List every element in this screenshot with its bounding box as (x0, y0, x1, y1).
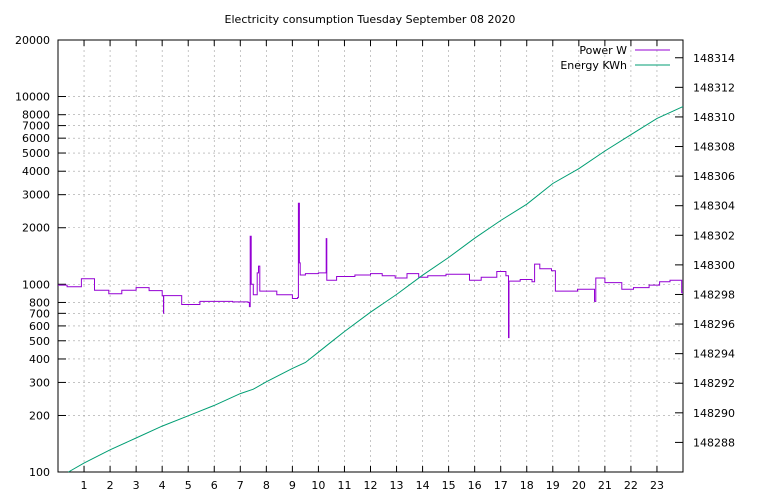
legend-label-power-w: Power W (579, 44, 627, 57)
y-left-tick-label: 1000 (22, 278, 50, 291)
y-right-tick-label: 148292 (693, 377, 735, 390)
y-right-tick-label: 148304 (693, 200, 735, 213)
x-tick-label: 6 (211, 479, 218, 492)
legend: Power W Energy KWh (560, 44, 670, 72)
x-tick-label: 22 (624, 479, 638, 492)
x-tick-label: 23 (650, 479, 664, 492)
y-right-tick-label: 148306 (693, 170, 735, 183)
y-left-tick-label: 20000 (15, 34, 50, 47)
y-right-tick-label: 148314 (693, 52, 735, 65)
grid (58, 40, 683, 472)
x-tick-label: 14 (416, 479, 430, 492)
y-right-tick-label: 148288 (693, 436, 735, 449)
y-right-tick-label: 148300 (693, 259, 735, 272)
y-left-tick-label: 500 (29, 335, 50, 348)
x-tick-label: 12 (364, 479, 378, 492)
y-left-tick-label: 400 (29, 353, 50, 366)
y-right-tick-label: 148310 (693, 111, 735, 124)
x-tick-label: 18 (520, 479, 534, 492)
x-tick-label: 15 (442, 479, 456, 492)
y-right-tick-label: 148312 (693, 81, 735, 94)
series-line-power-w (58, 202, 683, 339)
x-tick-label: 10 (311, 479, 325, 492)
x-tick-label: 3 (133, 479, 140, 492)
y-left-tick-label: 3000 (22, 189, 50, 202)
legend-label-energy-kwh: Energy KWh (560, 59, 627, 72)
x-tick-label: 21 (598, 479, 612, 492)
x-tick-label: 17 (494, 479, 508, 492)
x-tick-label: 16 (468, 479, 482, 492)
y-left-tick-label: 100 (29, 466, 50, 479)
y-left-tick-label: 700 (29, 307, 50, 320)
x-tick-label: 7 (237, 479, 244, 492)
y-right-tick-label: 148302 (693, 229, 735, 242)
y-right-tick-label: 148298 (693, 288, 735, 301)
y-left-tick-label: 300 (29, 376, 50, 389)
x-tick-label: 5 (185, 479, 192, 492)
series-line-energy-kwh (68, 106, 684, 473)
plot-area (58, 106, 684, 473)
y-left-tick-label: 4000 (22, 165, 50, 178)
x-tick-label: 9 (289, 479, 296, 492)
y-right-tick-label: 148294 (693, 348, 735, 361)
y-left-tick-label: 200 (29, 409, 50, 422)
y-left-tick-label: 10000 (15, 91, 50, 104)
y-right-tick-label: 148290 (693, 407, 735, 420)
y-left-tick-label: 800 (29, 296, 50, 309)
y-left-tick-label: 5000 (22, 147, 50, 160)
axes: 1 2 3 4 5 6 7 8 9 10 11 12 13 14 15 16 17 18 19 20 21 22 23100… (15, 34, 735, 492)
x-tick-label: 20 (572, 479, 586, 492)
x-tick-label: 11 (337, 479, 351, 492)
y-left-tick-label: 2000 (22, 222, 50, 235)
y-left-tick-label: 6000 (22, 132, 50, 145)
y-right-tick-label: 148296 (693, 318, 735, 331)
x-tick-label: 1 (81, 479, 88, 492)
y-left-tick-label: 7000 (22, 120, 50, 133)
x-tick-label: 2 (107, 479, 114, 492)
x-tick-label: 13 (390, 479, 404, 492)
chart-title: Electricity consumption Tuesday Septembe… (225, 13, 516, 26)
y-left-tick-label: 600 (29, 320, 50, 333)
y-right-tick-label: 148308 (693, 141, 735, 154)
x-tick-label: 4 (159, 479, 166, 492)
x-tick-label: 8 (263, 479, 270, 492)
x-tick-label: 19 (546, 479, 560, 492)
y-left-tick-label: 8000 (22, 109, 50, 122)
